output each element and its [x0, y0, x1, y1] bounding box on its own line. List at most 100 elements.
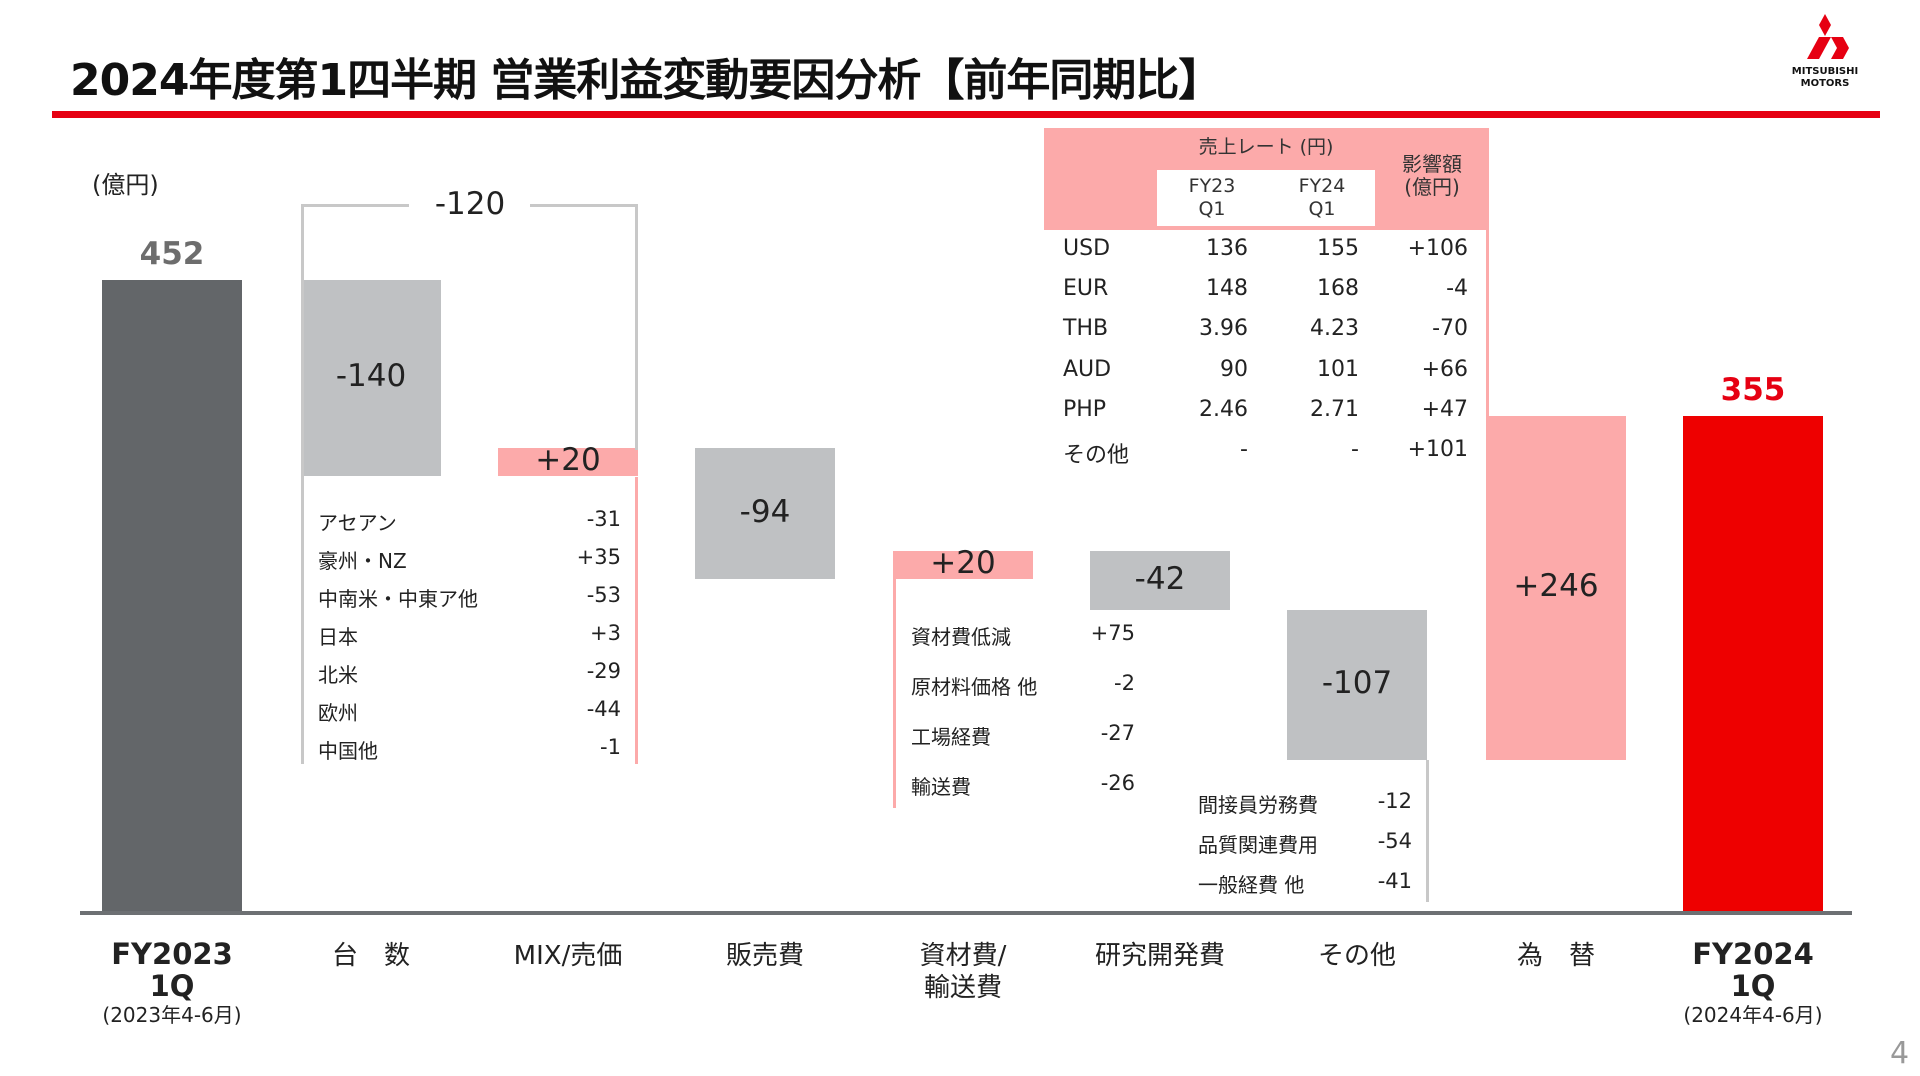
fx-cell-fy24: 2.71	[1310, 397, 1359, 422]
category-label-line: MIX/売価	[513, 941, 623, 971]
category-label: その他	[1257, 940, 1457, 972]
bar-value-label: +246	[1513, 567, 1599, 604]
fx-col-fy24: FY24 Q1	[1270, 175, 1374, 221]
fx-cell-fy23: 148	[1206, 276, 1248, 301]
fx-impact-header: 影響額 (億円)	[1380, 153, 1484, 199]
bar-value-label: +20	[535, 441, 601, 478]
bracket-line-left	[301, 204, 409, 207]
page-title: 2024年度第1四半期 営業利益変動要因分析【前年同期比】	[70, 55, 1222, 106]
category-label: 販売費	[665, 940, 865, 972]
bar-6	[1287, 610, 1427, 760]
other-breakdown-value: -54	[1377, 829, 1412, 853]
material-breakdown-label: 資材費低減	[911, 625, 1011, 649]
x-axis-line	[80, 911, 1852, 915]
fx-cell-currency: USD	[1063, 236, 1111, 261]
fx-rate-header: 売上レート (円)	[1198, 136, 1334, 158]
material-detail-line	[893, 578, 896, 808]
volume-breakdown-label: 豪州・NZ	[318, 549, 407, 573]
fx-cell-impact: +66	[1421, 357, 1468, 382]
volume-breakdown-label: 中南米・中東ア他	[318, 587, 478, 611]
category-label: FY2024 1Q (2024年4-6月)	[1653, 938, 1853, 1028]
category-label-line: 販売費	[725, 941, 804, 971]
fx-impact-line2: (億円)	[1404, 175, 1460, 199]
fx-cell-fy24: 4.23	[1310, 316, 1359, 341]
bar-1	[301, 280, 441, 476]
bar-2	[498, 447, 638, 476]
category-label-line: 輸送費	[923, 973, 1002, 1003]
fx-cell-impact: +47	[1421, 397, 1468, 422]
category-label: 台 数	[271, 940, 471, 972]
material-breakdown-value: -27	[1100, 721, 1135, 745]
volume-breakdown-label: 北米	[318, 663, 358, 687]
fx-cell-currency: その他	[1063, 443, 1130, 468]
other-breakdown-label: 間接員労務費	[1198, 793, 1318, 817]
other-breakdown-label: 一般経費 他	[1198, 873, 1305, 897]
fx-cell-fy24: 101	[1317, 357, 1359, 382]
three-diamonds-icon	[1807, 14, 1849, 59]
category-label-line: 為 替	[1516, 941, 1595, 971]
category-period: (2023年4-6月)	[102, 1003, 242, 1027]
bracket-right-vertical	[635, 204, 638, 450]
fx-cell-impact: -70	[1432, 316, 1468, 341]
category-label-line: 資材費/	[919, 941, 1007, 971]
category-label: FY2023 1Q (2023年4-6月)	[72, 938, 272, 1028]
other-breakdown-value: -12	[1377, 789, 1412, 813]
fx-cell-impact: -4	[1446, 276, 1468, 301]
fx-cell-fy24: 155	[1317, 236, 1359, 261]
bar-value-label: 452	[139, 236, 205, 273]
volume-breakdown-value: -53	[586, 583, 621, 607]
fx-col-fy23-line2: Q1	[1198, 198, 1226, 220]
fx-cell-impact: +106	[1407, 236, 1468, 261]
bar-4	[893, 551, 1033, 580]
bar-0	[102, 280, 242, 912]
fx-table-subheader	[1157, 170, 1375, 226]
material-breakdown-value: +75	[1090, 621, 1135, 645]
category-label: 研究開発費	[1060, 940, 1260, 972]
mitsubishi-logo: MITSUBISHI MOTORS	[1782, 14, 1868, 98]
volume-breakdown-label: 日本	[318, 625, 358, 649]
fx-cell-fy23: 2.46	[1199, 397, 1248, 422]
bar-value-label: -94	[739, 493, 791, 530]
material-breakdown-label: 工場経費	[911, 725, 991, 749]
bar-value-label: -107	[1321, 664, 1393, 701]
title-underline	[52, 111, 1880, 118]
fx-cell-currency: EUR	[1063, 276, 1109, 301]
volume-breakdown-value: -31	[586, 507, 621, 531]
other-breakdown-label: 品質関連費用	[1198, 833, 1318, 857]
bar-5	[1090, 551, 1230, 611]
page-number: 4	[1890, 1036, 1910, 1071]
material-breakdown-label: 原材料価格 他	[911, 675, 1038, 699]
fx-col-fy24-line2: Q1	[1308, 198, 1336, 220]
fx-cell-fy23: -	[1240, 437, 1248, 462]
mix-detail-line	[635, 477, 638, 764]
fx-col-fy24-line1: FY24	[1298, 175, 1346, 197]
other-breakdown-value: -41	[1377, 869, 1412, 893]
unit-label: (億円)	[92, 171, 159, 199]
category-label-line: その他	[1317, 941, 1396, 971]
volume-breakdown-value: -1	[600, 735, 621, 759]
category-label: 為 替	[1456, 940, 1656, 972]
volume-breakdown-label: アセアン	[318, 511, 397, 535]
bar-value-label: 355	[1720, 371, 1786, 408]
volume-breakdown-value: +35	[576, 545, 621, 569]
category-label-line: 台 数	[331, 941, 410, 971]
fx-table-right-border	[1486, 228, 1489, 418]
volume-breakdown-value: -29	[586, 659, 621, 683]
bracket-left-vertical	[301, 204, 304, 764]
logo-text: MITSUBISHI MOTORS	[1791, 66, 1859, 89]
volume-breakdown-label: 中国他	[318, 739, 378, 763]
volume-breakdown-label: 欧州	[318, 701, 358, 725]
fx-cell-currency: AUD	[1063, 357, 1112, 382]
volume-breakdown-value: -44	[586, 697, 621, 721]
material-breakdown-label: 輸送費	[911, 775, 971, 799]
bar-7	[1486, 415, 1626, 760]
fx-cell-fy23: 3.96	[1199, 316, 1248, 341]
fx-cell-fy23: 136	[1206, 236, 1248, 261]
material-breakdown-value: -26	[1100, 771, 1135, 795]
bar-8	[1683, 415, 1823, 912]
category-label-line: FY2024	[1692, 937, 1814, 971]
fx-cell-fy24: 168	[1317, 276, 1359, 301]
fx-cell-currency: THB	[1063, 316, 1109, 341]
fx-col-fy23-line1: FY23	[1188, 175, 1236, 197]
bar-value-label: -42	[1134, 560, 1186, 597]
